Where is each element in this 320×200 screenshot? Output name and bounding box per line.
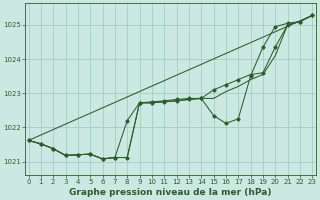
X-axis label: Graphe pression niveau de la mer (hPa): Graphe pression niveau de la mer (hPa) xyxy=(69,188,272,197)
